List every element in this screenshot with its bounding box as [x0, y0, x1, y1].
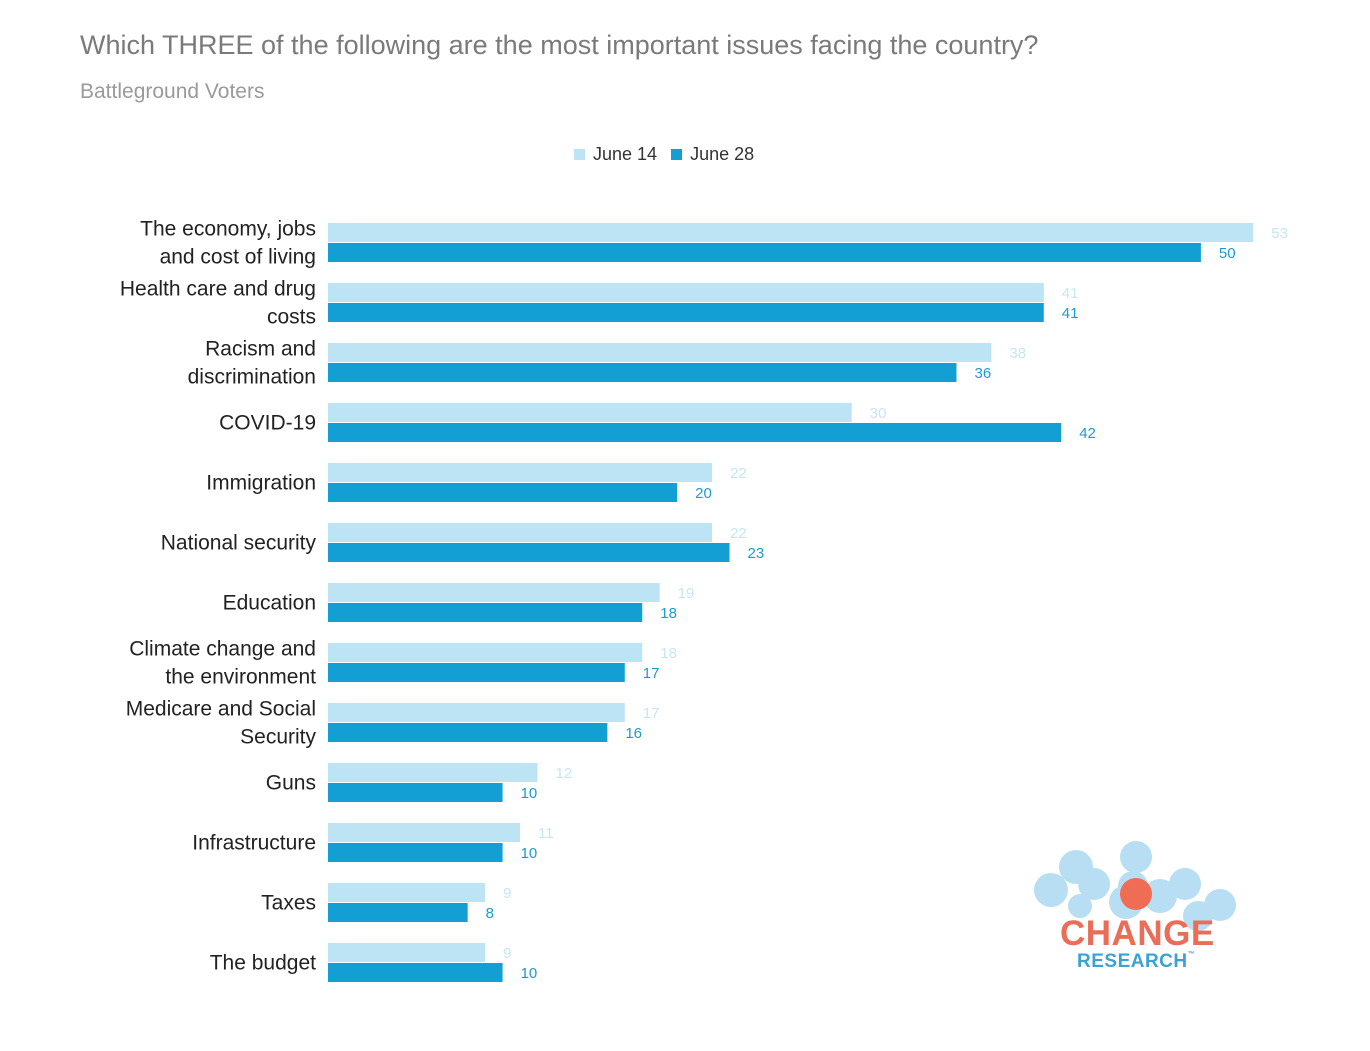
data-label-june28: 50: [1219, 245, 1236, 262]
data-label-june28: 36: [974, 365, 991, 382]
category-label-line: Medicare and Social: [126, 698, 316, 721]
category-label-line: Health care and drug: [120, 278, 316, 301]
data-label-june28: 10: [521, 785, 538, 802]
category-label-line: The economy, jobs: [140, 218, 316, 241]
bar-june14: [328, 823, 521, 842]
data-label-june14: 22: [730, 465, 747, 482]
data-label-june28: 18: [660, 605, 677, 622]
legend-label-june28: June 28: [690, 144, 755, 164]
bar-june14: [328, 703, 625, 722]
bar-june28: [328, 423, 1062, 442]
category-label-line: Climate change and: [129, 638, 316, 661]
legend-item-june28: June 28: [671, 144, 754, 165]
category-label-line: National security: [161, 532, 317, 555]
bar-june14: [328, 463, 713, 482]
category-label: Education: [223, 592, 316, 615]
legend-item-june14: June 14: [574, 144, 657, 165]
category-label: National security: [161, 532, 317, 555]
bar-june14: [328, 883, 486, 902]
data-label-june14: 19: [678, 585, 695, 602]
category-label-line: Infrastructure: [192, 832, 316, 855]
bar-june14: [328, 643, 643, 662]
chart-subtitle: Battleground Voters: [80, 80, 265, 103]
data-label-june28: 20: [695, 485, 712, 502]
category-label: Climate change and the environment: [129, 638, 316, 689]
data-label-june28: 10: [521, 845, 538, 862]
legend: June 14 June 28: [574, 144, 754, 165]
category-label: Immigration: [206, 472, 316, 495]
category-label: COVID-19: [219, 412, 316, 435]
bar-june14: [328, 343, 992, 362]
bar-june14: [328, 283, 1044, 302]
category-label-line: Security: [240, 726, 316, 749]
bar-june14: [328, 403, 852, 422]
category-label-line: Immigration: [206, 472, 316, 495]
bar-june14: [328, 943, 486, 962]
bar-june14: [328, 763, 538, 782]
data-label-june14: 9: [503, 885, 511, 902]
data-label-june14: 22: [730, 525, 747, 542]
data-label-june14: 53: [1271, 225, 1288, 242]
category-label-line: The budget: [210, 952, 316, 975]
bar-june28: [328, 783, 503, 802]
data-label-june14: 9: [503, 945, 511, 962]
data-label-june28: 41: [1062, 305, 1079, 322]
category-label-line: Education: [223, 592, 316, 615]
category-label: The budget: [210, 952, 316, 975]
data-label-june14: 17: [643, 705, 660, 722]
category-label: The economy, jobs and cost of living: [140, 218, 316, 269]
bar-june28: [328, 243, 1201, 262]
category-label-line: the environment: [165, 666, 316, 689]
logo-trademark: ™: [1187, 951, 1196, 958]
logo-wordmark-research-text: RESEARCH: [1077, 951, 1188, 972]
data-label-june14: 12: [555, 765, 572, 782]
bar-june28: [328, 663, 625, 682]
category-label: Health care and drug costs: [120, 278, 316, 329]
bar-june14: [328, 583, 660, 602]
data-label-june28: 23: [748, 545, 765, 562]
category-label: Guns: [266, 772, 316, 795]
data-label-june28: 16: [625, 725, 642, 742]
data-label-june14: 11: [538, 825, 554, 842]
category-label-line: costs: [267, 306, 316, 329]
bar-june28: [328, 843, 503, 862]
data-label-june14: 30: [870, 405, 887, 422]
change-research-logo: [1034, 841, 1236, 931]
logo-wordmark-change: CHANGE: [1060, 914, 1215, 953]
category-label: Racism and discrimination: [188, 338, 316, 389]
bar-june28: [328, 363, 957, 382]
bar-june28: [328, 903, 468, 922]
category-label-line: Guns: [266, 772, 316, 795]
category-label-line: discrimination: [188, 366, 316, 389]
bar-june28: [328, 963, 503, 982]
bar-june28: [328, 483, 678, 502]
data-label-june28: 17: [643, 665, 660, 682]
bar-june28: [328, 543, 730, 562]
category-label: Infrastructure: [192, 832, 316, 855]
legend-swatch-june14: [574, 149, 585, 160]
bar-june14: [328, 523, 713, 542]
data-label-june14: 38: [1009, 345, 1026, 362]
logo-wordmark-research: RESEARCH™: [1077, 951, 1195, 973]
legend-label-june14: June 14: [593, 144, 658, 164]
data-label-june28: 10: [521, 965, 538, 982]
category-label: Medicare and Social Security: [126, 698, 317, 749]
category-label-line: Taxes: [261, 892, 316, 915]
category-label-line: Racism and: [205, 338, 316, 361]
data-label-june14: 41: [1062, 285, 1079, 302]
chart-title: Which THREE of the following are the mos…: [80, 30, 1039, 60]
data-label-june14: 18: [660, 645, 677, 662]
data-label-june28: 8: [486, 905, 494, 922]
legend-swatch-june28: [671, 149, 683, 160]
category-label-line: COVID-19: [219, 412, 316, 435]
bar-june28: [328, 303, 1044, 322]
category-label-line: and cost of living: [160, 246, 316, 269]
category-label: Taxes: [261, 892, 316, 915]
bar-june14: [328, 223, 1254, 242]
data-label-june28: 42: [1079, 425, 1096, 442]
bar-june28: [328, 603, 643, 622]
bar-june28: [328, 723, 608, 742]
